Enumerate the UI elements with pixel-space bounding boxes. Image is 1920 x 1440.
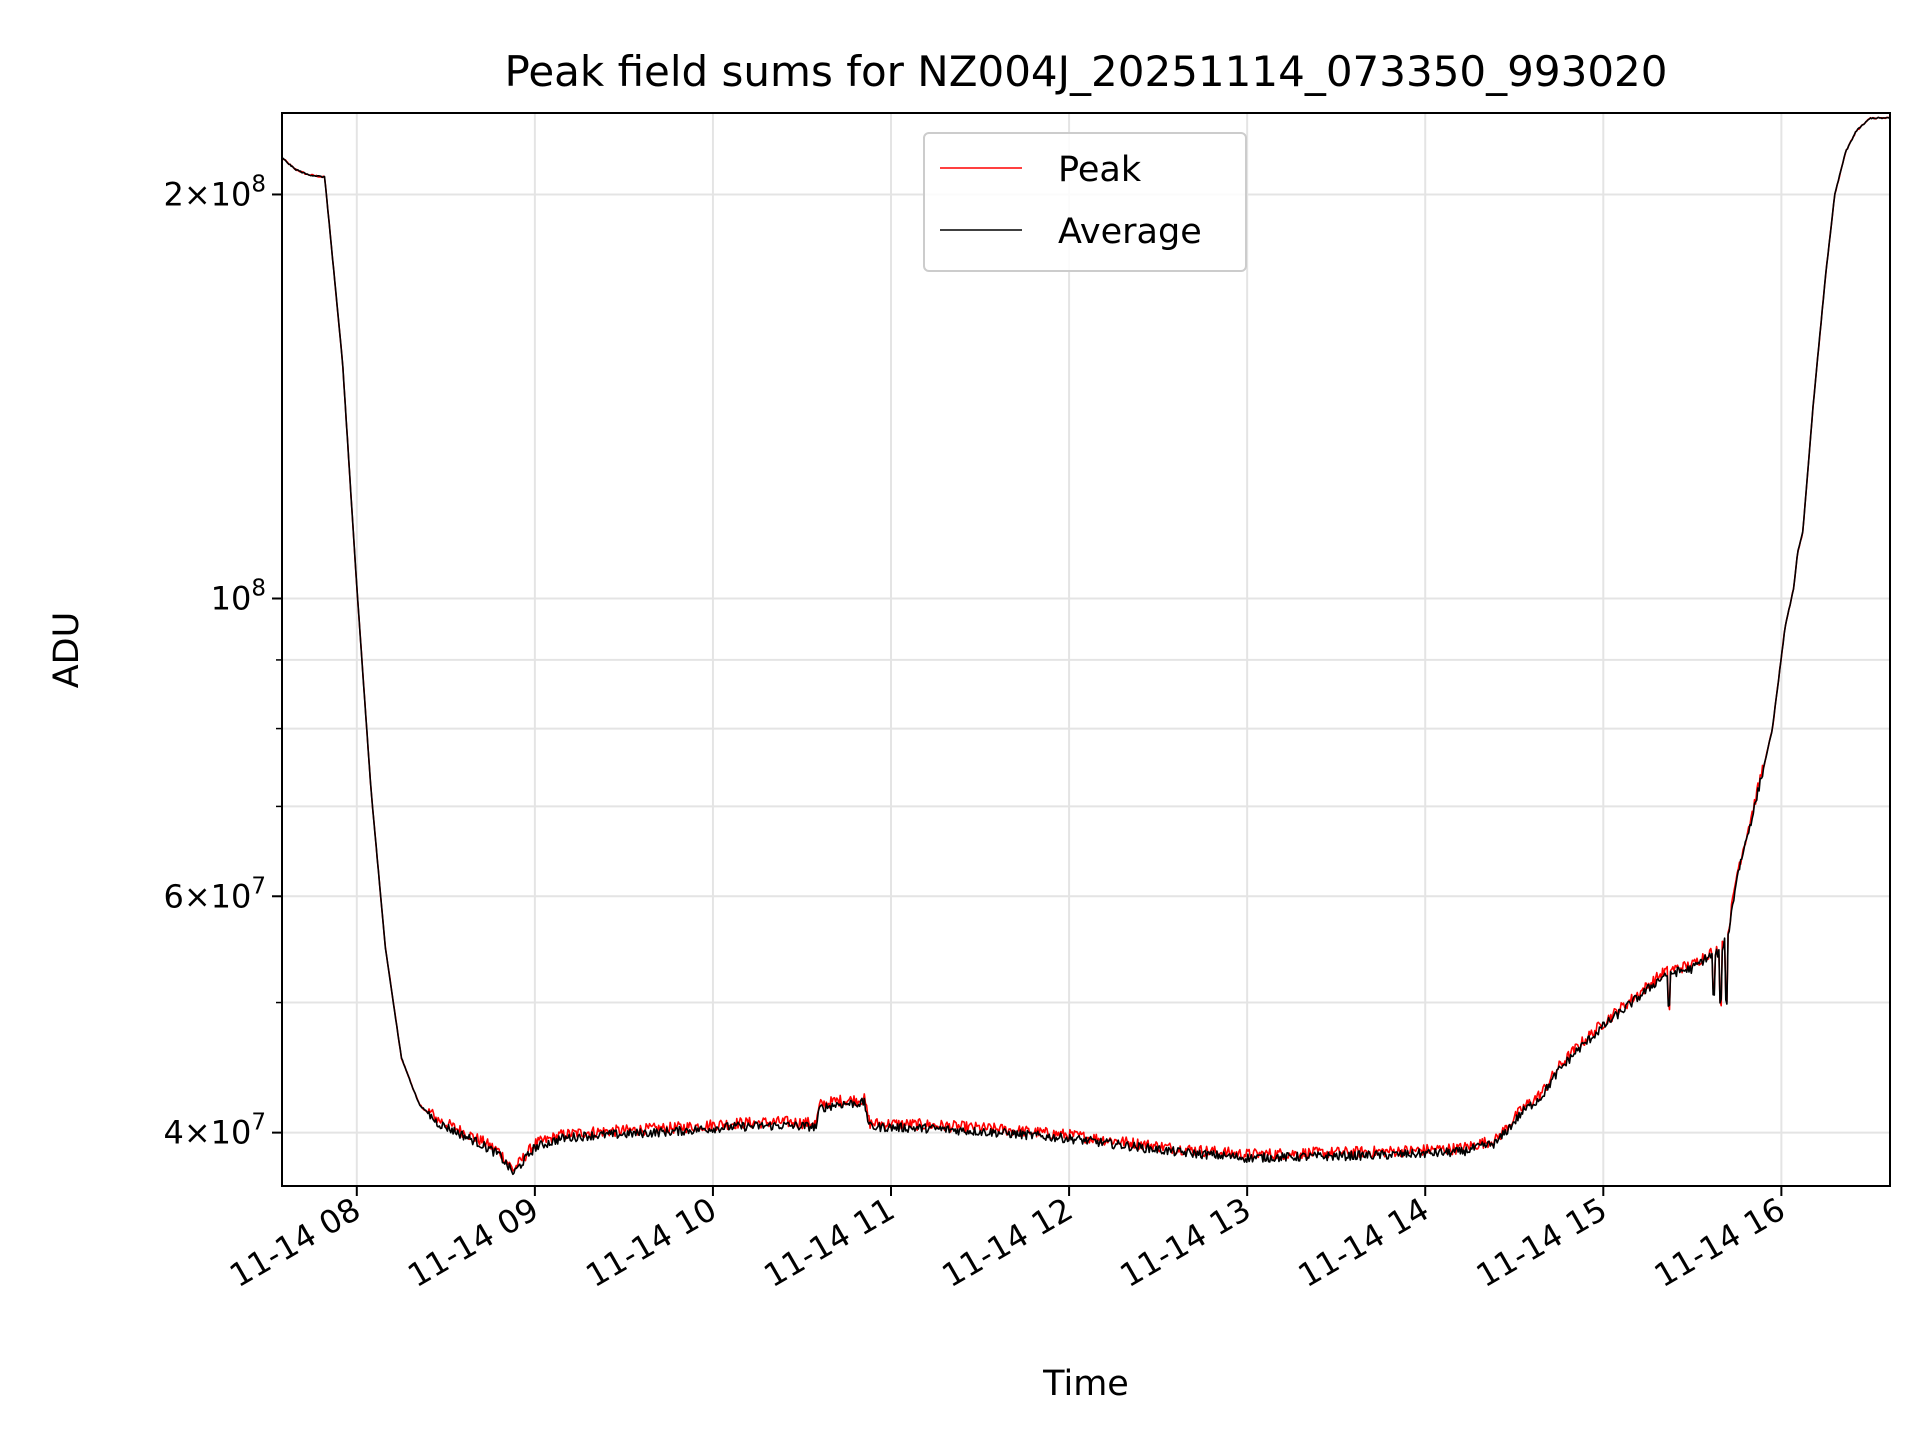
legend-label-peak: Peak [1058, 150, 1142, 190]
legend: Peak Average [923, 132, 1247, 272]
y-tick-label: 108 [211, 576, 266, 618]
chart-title: Peak field sums for NZ004J_20251114_0733… [505, 47, 1668, 96]
y-tick-label: 2×108 [163, 171, 266, 213]
y-axis-ticks: 4×107 6×107 108 2×108 [163, 171, 282, 1152]
series-line-peak [281, 116, 1890, 1172]
y-tick-label: 4×107 [163, 1110, 266, 1152]
series-line-average [281, 116, 1891, 1176]
plot-frame [281, 112, 1891, 1187]
legend-label-average: Average [1058, 212, 1202, 252]
y-axis-label: ADU [47, 612, 87, 689]
series-layer [281, 116, 1891, 1176]
grid-lines [282, 113, 1890, 1186]
y-tick-label: 6×107 [163, 873, 266, 915]
x-axis-label: Time [1042, 1364, 1129, 1404]
